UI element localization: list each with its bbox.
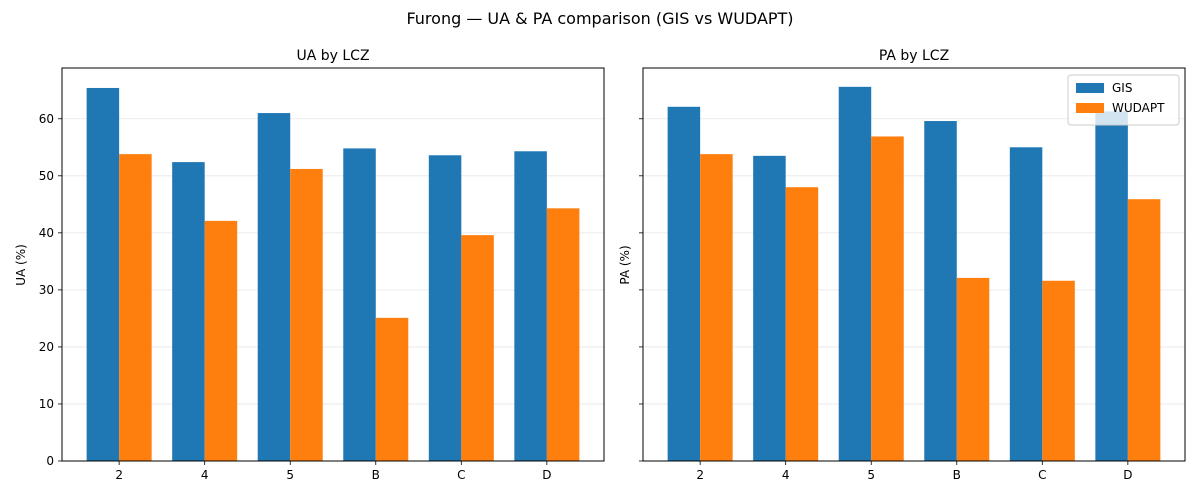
pa-bar-wudapt-c: [1042, 280, 1075, 461]
pa-legend-label-wudapt: WUDAPT: [1112, 101, 1165, 115]
ua-y-tick-label: 10: [39, 397, 54, 411]
ua-y-tick-label: 20: [39, 340, 54, 354]
pa-legend-label-gis: GIS: [1112, 81, 1132, 95]
pa-bar-gis-2: [667, 106, 701, 461]
pa-x-tick-label: 2: [696, 468, 704, 482]
ua-bar-wudapt-4: [204, 220, 238, 461]
pa-x-tick-label: D: [1123, 468, 1132, 482]
pa-panel-title: PA by LCZ: [879, 48, 949, 64]
ua-bar-gis-2: [86, 87, 120, 461]
ua-bar-gis-5: [257, 113, 291, 461]
ua-y-tick-label: 60: [39, 112, 54, 126]
ua-y-tick-label: 40: [39, 226, 54, 240]
ua-bar-wudapt-2: [119, 154, 152, 462]
ua-y-axis-label: UA (%): [14, 244, 28, 286]
ua-bar-wudapt-c: [461, 235, 494, 461]
ua-x-tick-label: 2: [115, 468, 123, 482]
ua-bar-wudapt-5: [290, 168, 323, 462]
ua-panel-title: UA by LCZ: [296, 48, 369, 64]
pa-x-tick-label: C: [1038, 468, 1046, 482]
pa-bar-wudapt-2: [700, 154, 733, 462]
ua-bar-gis-d: [514, 151, 547, 461]
ua-y-tick-label: 0: [46, 454, 54, 468]
ua-x-tick-label: D: [542, 468, 551, 482]
ua-x-tick-label: C: [457, 468, 465, 482]
ua-x-tick-label: B: [372, 468, 380, 482]
pa-axes-frame: [642, 67, 1186, 462]
pa-x-tick-label: 5: [867, 468, 875, 482]
pa-bar-wudapt-b: [956, 277, 990, 461]
pa-bar-gis-c: [1009, 147, 1043, 461]
ua-bar-gis-b: [343, 148, 376, 462]
pa-bar-gis-5: [838, 86, 872, 461]
pa-legend: GIS WUDAPT: [1067, 74, 1180, 126]
pa-bar-gis-d: [1095, 111, 1128, 461]
ua-bar-gis-4: [172, 162, 205, 461]
ua-x-tick-label: 5: [286, 468, 294, 482]
pa-bar-wudapt-4: [785, 187, 819, 461]
figure-title: Furong — UA & PA comparison (GIS vs WUDA…: [406, 9, 793, 28]
pa-legend-swatch-gis: [1076, 83, 1104, 93]
pa-bar-gis-4: [753, 155, 786, 462]
ua-bar-gis-c: [428, 155, 462, 461]
pa-y-axis-label: PA (%): [618, 245, 632, 284]
ua-bar-wudapt-d: [546, 208, 580, 461]
pa-bar-wudapt-d: [1127, 199, 1161, 461]
ua-y-tick-label: 30: [39, 283, 54, 297]
pa-bar-gis-b: [924, 121, 957, 461]
pa-x-tick-label: 4: [782, 468, 790, 482]
ua-y-tick-label: 50: [39, 169, 54, 183]
ua-x-tick-label: 4: [201, 468, 209, 482]
ua-bar-wudapt-b: [375, 317, 409, 461]
ua-panel: UA by LCZ UA (%) 2 4 5 B C D 0 10 20 30 40 50 60: [14, 48, 605, 482]
ua-axes-frame: [61, 67, 605, 462]
pa-panel: PA by LCZ PA (%) 2 4 5 B C D GIS WUDAPT: [618, 48, 1186, 482]
pa-legend-swatch-wudapt: [1076, 103, 1104, 113]
pa-bar-wudapt-5: [871, 136, 904, 461]
pa-x-tick-label: B: [953, 468, 961, 482]
